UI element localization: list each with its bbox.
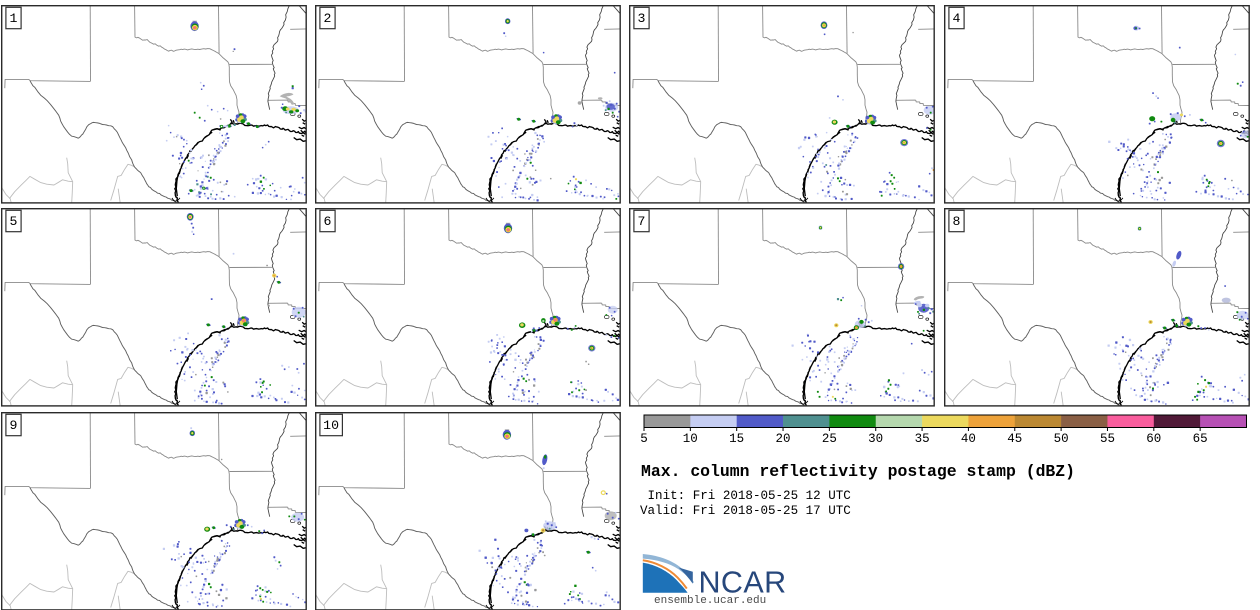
svg-text:1: 1 — [9, 11, 17, 26]
svg-text:NCAR: NCAR — [699, 566, 787, 599]
svg-text:9: 9 — [9, 418, 17, 433]
svg-text:8: 8 — [953, 214, 961, 229]
svg-text:2: 2 — [324, 11, 332, 26]
svg-text:6: 6 — [324, 214, 332, 229]
svg-text:7: 7 — [638, 214, 646, 229]
svg-text:5: 5 — [9, 214, 17, 229]
svg-text:10: 10 — [323, 418, 339, 433]
svg-text:4: 4 — [953, 11, 961, 26]
svg-text:3: 3 — [638, 11, 646, 26]
